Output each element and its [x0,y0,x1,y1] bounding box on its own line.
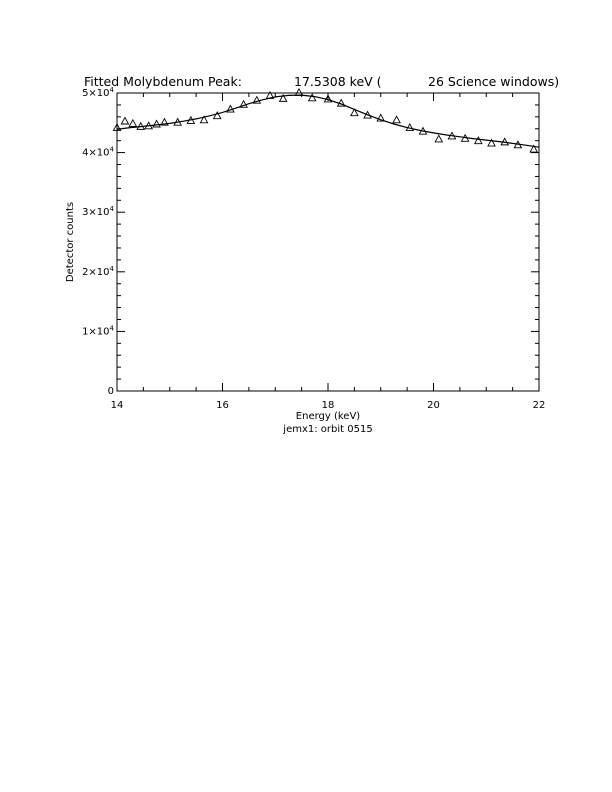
data-point-triangle [350,108,359,117]
data-point-triangle [112,123,122,132]
fit-curve [116,94,540,148]
data-point-triangle [212,111,222,120]
axis-ticks: 14 16 18 20 22 0 1×104 2×104 3×104 4×104 5×104 [82,86,545,411]
data-point-triangle [363,110,372,119]
data-point-triangle [120,116,130,125]
y-tick-label: 5×104 [82,86,114,99]
data-point-triangle [307,93,317,102]
y-axis-label: Detector counts [65,202,76,282]
data-point-triangle [252,95,262,104]
x-tick-label: 18 [322,400,335,411]
x-tick-label: 14 [111,400,124,411]
chart-title-energy: 17.5308 keV ( [294,74,382,89]
data-point-triangle [160,117,169,126]
chart-footer: jemx1: orbit 0515 [282,424,372,435]
y-tick-label: 2×104 [82,265,114,278]
data-point-triangle [487,138,496,147]
chart-title-windows: 26 Science windows) [428,74,559,89]
y-tick-label: 0 [108,386,114,397]
data-marks [112,87,540,153]
y-tick-label: 4×104 [82,146,114,159]
x-tick-label: 16 [216,400,229,411]
x-axis-label: Energy (keV) [296,411,361,422]
data-point-triangle [434,134,444,143]
y-tick-label: 1×104 [82,324,114,337]
data-point-triangle [392,115,401,124]
data-point-triangle [152,119,161,128]
data-point-triangle [278,93,288,102]
data-point-triangle [529,144,539,153]
chart-title-label: Fitted Molybdenum Peak: [84,74,242,89]
plot-frame [116,92,540,392]
data-point-triangle [199,115,209,124]
data-point-triangle [376,113,386,122]
data-point-triangle [239,99,248,108]
x-tick-label: 22 [533,400,546,411]
data-point-triangle [128,118,138,127]
y-tick-label: 3×104 [82,205,114,218]
x-tick-label: 20 [427,400,440,411]
data-point-triangle [473,136,483,145]
